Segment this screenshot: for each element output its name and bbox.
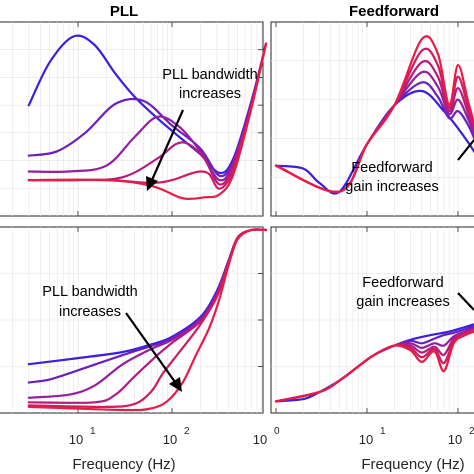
panel-top-left — [0, 21, 268, 217]
tick-label-left-3: 10 — [253, 432, 267, 447]
panel-top-right-grid — [271, 22, 474, 216]
xlabel-right: Frequency (Hz) — [361, 456, 464, 473]
annotation-bottom-right: Feedforward gain increases — [356, 275, 474, 311]
annotation-top-left-line1: PLL bandwidth — [162, 67, 257, 83]
series-line-6 — [274, 330, 474, 403]
panel-top-right-curves — [274, 35, 474, 195]
panel-bottom-right-curves — [274, 323, 474, 403]
annotation-top-left-arrow — [150, 109, 185, 181]
annotation-bottom-right-line1: Feedforward — [362, 275, 443, 291]
title-pll: PLL — [110, 3, 138, 20]
tick-label-left-1: 10 — [69, 432, 83, 447]
annotation-bottom-left-arrow — [125, 312, 176, 383]
panel-bottom-right-grid — [271, 227, 474, 413]
annotation-top-right-line1: Feedforward — [351, 160, 432, 176]
title-feedforward: Feedforward — [349, 3, 439, 20]
annotation-top-right: Feedforward gain increases — [345, 139, 474, 195]
panel-bottom-left-curves — [27, 228, 268, 412]
tick-label-right-1: 10 — [359, 432, 373, 447]
annotation-bottom-left-line1: PLL bandwidth — [42, 284, 137, 300]
tick-label-left-2: 10 — [163, 432, 177, 447]
annotation-bottom-right-arrow — [457, 292, 474, 311]
annotation-top-left: PLL bandwidth increases — [146, 67, 258, 191]
panel-top-right — [270, 21, 474, 217]
series-line-6 — [274, 35, 474, 193]
tick-label-right-2-exp: 2 — [469, 426, 474, 437]
annotation-bottom-left-line2: increases — [59, 304, 121, 320]
annotation-top-left-line2: increases — [179, 86, 241, 102]
tick-label-left-2-exp: 2 — [184, 426, 190, 437]
series-line-6 — [27, 42, 268, 201]
annotation-top-right-arrow — [457, 139, 474, 161]
annotation-bottom-left: PLL bandwidth increases — [42, 284, 182, 392]
panel-bottom-left — [0, 226, 268, 414]
xlabel-left: Frequency (Hz) — [72, 456, 175, 473]
panel-top-right-frame — [270, 21, 474, 217]
tick-label-left-1-exp: 1 — [90, 426, 96, 437]
annotation-top-left-arrowhead — [146, 176, 158, 191]
panel-top-left-curves — [27, 34, 268, 201]
tick-label-right-1-exp: 1 — [380, 426, 386, 437]
series-line-6 — [27, 228, 268, 412]
series-line-1 — [274, 89, 474, 195]
tick-label-right-2: 10 — [448, 432, 462, 447]
tick-label-left-3-exp: 0 — [274, 426, 280, 437]
panel-bottom-right — [270, 226, 474, 414]
annotation-bottom-right-line2: gain increases — [356, 294, 450, 310]
annotation-top-right-line2: gain increases — [345, 179, 439, 195]
annotation-bottom-left-arrowhead — [169, 377, 182, 392]
